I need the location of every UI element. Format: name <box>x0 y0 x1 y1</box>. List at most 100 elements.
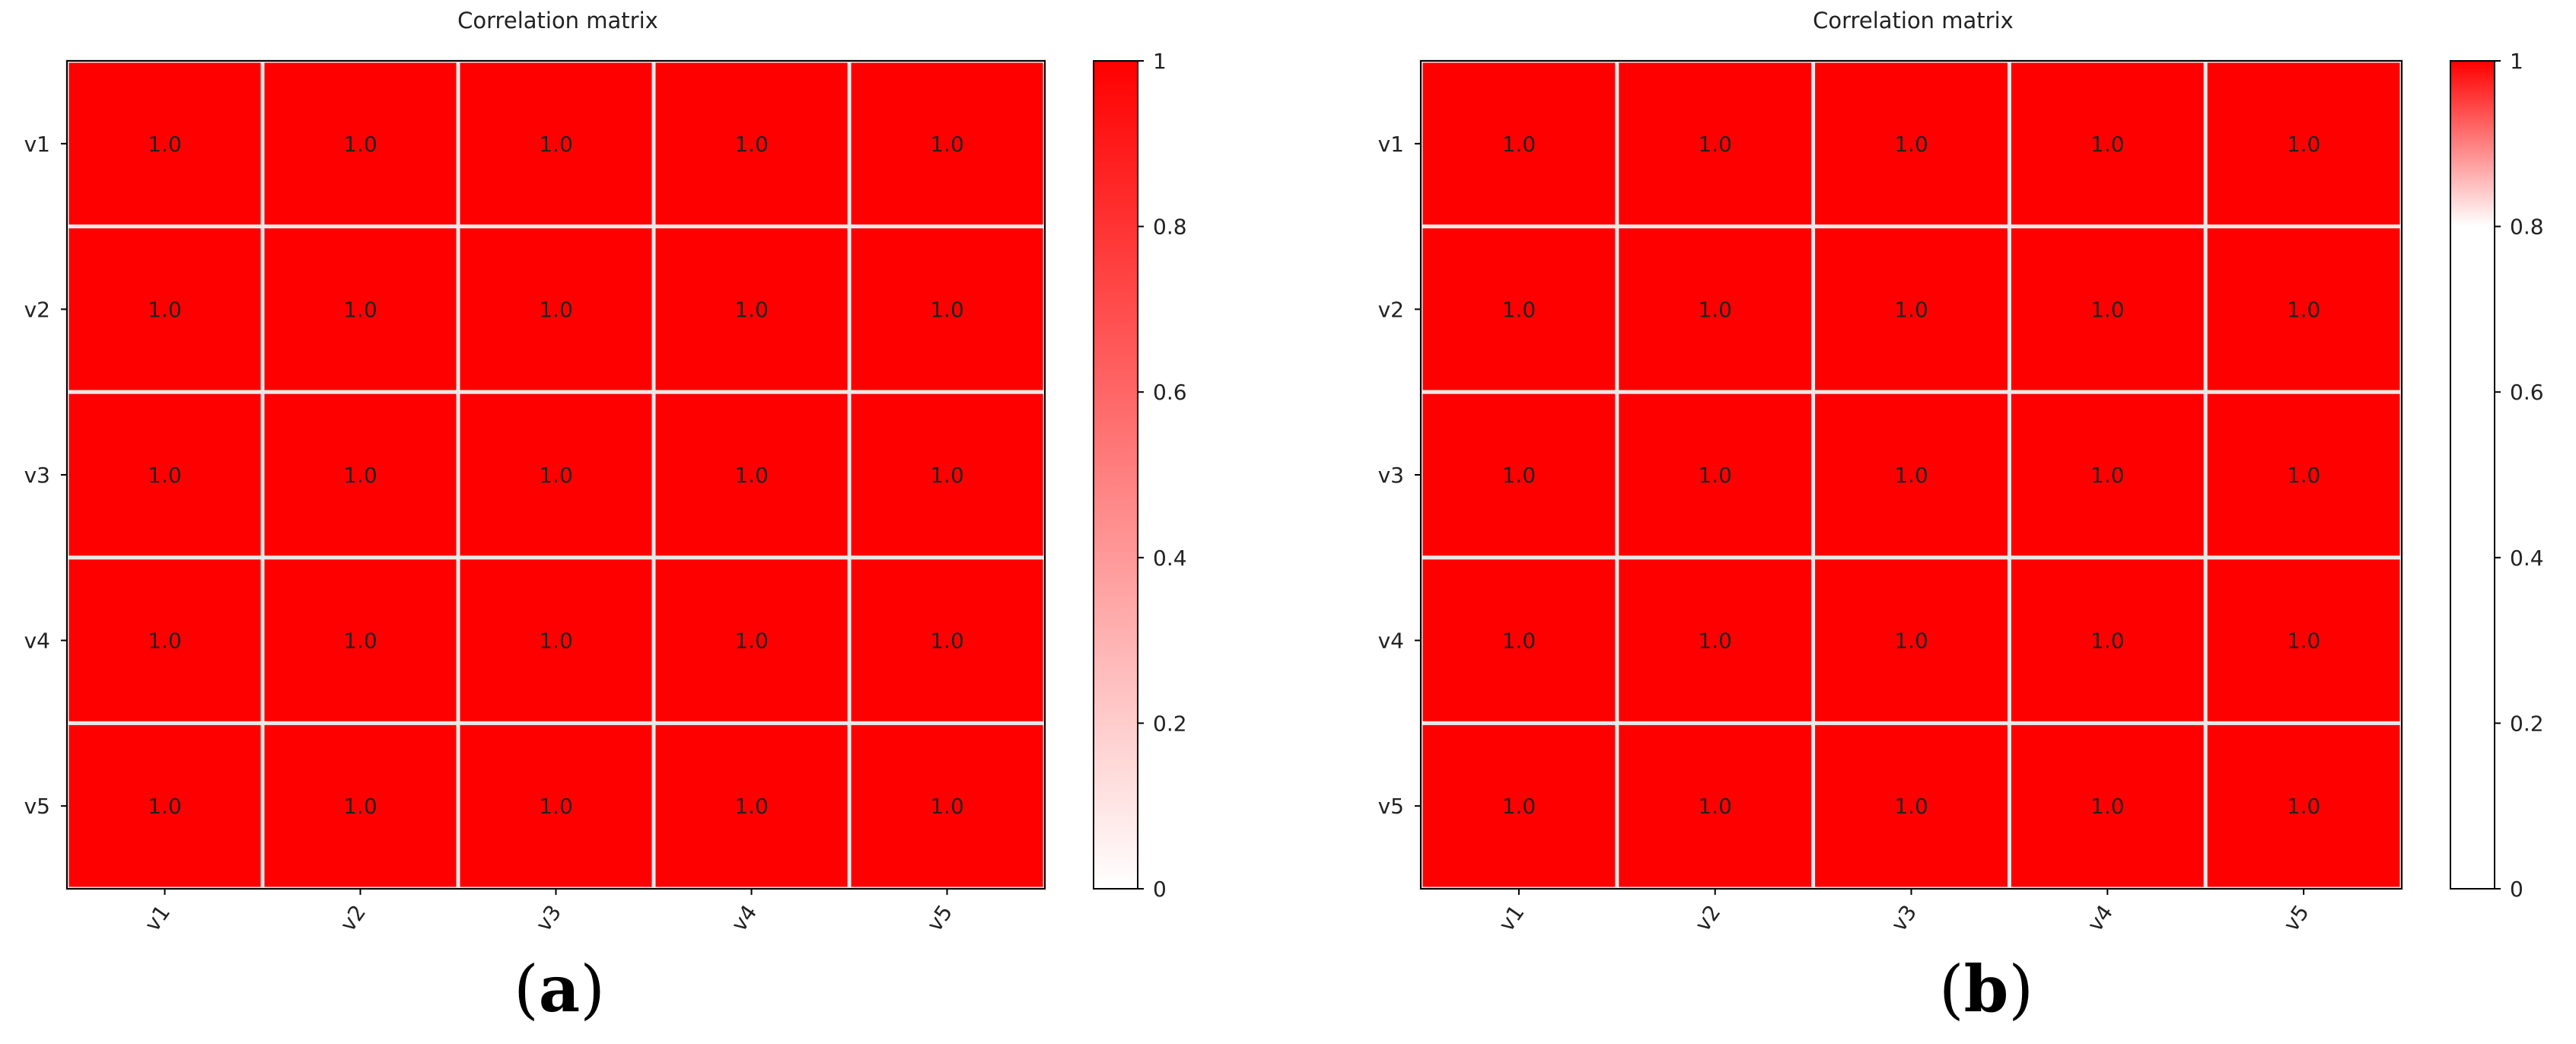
heatmap-cell-v2-v4 <box>2007 224 2208 394</box>
heatmap-cells: 1.0 1.0 1.0 1.0 1.0 1.0 1.0 1.0 1.0 1.0 1.0 1.0 1.0 1… <box>65 59 1047 891</box>
panel-label-open: ( <box>514 952 539 1026</box>
cell-value-label: 1.0 <box>2287 132 2321 157</box>
colorbar-ticks: 0 0.2 0.4 0.6 0.8 1 <box>1138 49 1187 902</box>
panel-label-close: ) <box>580 952 605 1026</box>
cell-value-label: 1.0 <box>1894 794 1928 819</box>
cell-value-label: 1.0 <box>148 132 182 157</box>
heatmap-cell-v5-v1 <box>1419 721 1619 891</box>
row-label-v5: v5 <box>24 794 50 819</box>
colorbar-tick-label: 0.2 <box>2510 711 2544 736</box>
chart-title: Correlation matrix <box>1813 8 2014 33</box>
heatmap-chart-b: Correlation matrix 1.0 1.0 1.0 1.0 1.0 1.0 1.0… <box>1378 8 2544 936</box>
heatmap-cell-v1-v1 <box>1419 59 1619 229</box>
colorbar-tick-label: 1 <box>1153 49 1167 74</box>
cell-value-label: 1.0 <box>148 297 182 322</box>
heatmap-cell-v5-v2 <box>260 721 460 891</box>
cell-value-label: 1.0 <box>1698 794 1732 819</box>
cell-value-label: 1.0 <box>343 629 377 654</box>
heatmap-cell-v2-v4 <box>651 224 852 394</box>
colorbar-tick-label: 0.4 <box>2510 546 2544 571</box>
column-labels: v1 v2 v3 v4 v5 <box>1494 889 2314 936</box>
heatmap-cell-v2-v3 <box>1811 224 2011 394</box>
colorbar-tick-label: 0.8 <box>1153 215 1187 240</box>
cell-value-label: 1.0 <box>2090 297 2125 322</box>
heatmap-cell-v3-v2 <box>260 390 460 560</box>
cell-value-label: 1.0 <box>930 297 964 322</box>
panel-label-b: (b) <box>1910 951 2062 1026</box>
heatmap-cell-v5-v2 <box>1615 721 1816 891</box>
panel-label-a: (a) <box>483 951 635 1026</box>
heatmap-cell-v3-v4 <box>2007 390 2208 560</box>
cell-value-label: 1.0 <box>734 794 769 819</box>
heatmap-cell-v2-v2 <box>1615 224 1816 394</box>
cell-value-label: 1.0 <box>2090 794 2125 819</box>
column-label-v5: v5 <box>922 900 957 936</box>
cell-value-label: 1.0 <box>343 297 377 322</box>
cell-value-label: 1.0 <box>1502 463 1536 488</box>
heatmap-cell-v5-v3 <box>456 721 656 891</box>
cell-value-label: 1.0 <box>734 463 769 488</box>
heatmap-cell-v5-v1 <box>65 721 265 891</box>
heatmap-cell-v3-v2 <box>1615 390 1816 560</box>
cell-value-label: 1.0 <box>1698 132 1732 157</box>
cell-value-label: 1.0 <box>1698 297 1732 322</box>
colorbar <box>2450 60 2495 890</box>
heatmap-cell-v5-v4 <box>2007 721 2208 891</box>
heatmap-cell-v5-v4 <box>651 721 852 891</box>
cell-value-label: 1.0 <box>343 463 377 488</box>
heatmap-cell-v1-v2 <box>1615 59 1816 229</box>
cell-value-label: 1.0 <box>2287 463 2321 488</box>
cell-value-label: 1.0 <box>2090 463 2125 488</box>
heatmap-cell-v1-v3 <box>1811 59 2011 229</box>
row-label-v3: v3 <box>1378 463 1404 488</box>
colorbar-tick-label: 0.4 <box>1153 546 1187 571</box>
cell-value-label: 1.0 <box>343 794 377 819</box>
heatmap-cell-v4-v4 <box>651 555 852 725</box>
colorbar-tick-label: 0 <box>2510 877 2523 902</box>
heatmap-cell-v1-v3 <box>456 59 656 229</box>
heatmap-cell-v1-v1 <box>65 59 265 229</box>
cell-value-label: 1.0 <box>2287 297 2321 322</box>
colorbar <box>1093 60 1138 890</box>
cell-value-label: 1.0 <box>734 629 769 654</box>
cell-value-label: 1.0 <box>343 132 377 157</box>
cell-value-label: 1.0 <box>148 629 182 654</box>
cell-value-label: 1.0 <box>930 629 964 654</box>
column-label-v1: v1 <box>139 900 175 936</box>
heatmap-cell-v3-v5 <box>847 390 1047 560</box>
colorbar-tick-label: 0.6 <box>2510 380 2544 405</box>
cell-value-label: 1.0 <box>930 463 964 488</box>
heatmap-cell-v3-v1 <box>1419 390 1619 560</box>
colorbar-ticks: 0 0.2 0.4 0.6 0.8 1 <box>2495 49 2544 902</box>
row-labels: v1 v2 v3 v4 v5 <box>1378 132 1421 819</box>
heatmap-cell-v4-v5 <box>2203 555 2404 725</box>
heatmap-cell-v4-v1 <box>1419 555 1619 725</box>
cell-value-label: 1.0 <box>539 132 573 157</box>
cell-value-label: 1.0 <box>2090 132 2125 157</box>
colorbar-tick-label: 0 <box>1153 877 1167 902</box>
row-label-v2: v2 <box>24 297 50 322</box>
cell-value-label: 1.0 <box>539 297 573 322</box>
column-labels: v1 v2 v3 v4 v5 <box>139 889 957 936</box>
cell-value-label: 1.0 <box>148 794 182 819</box>
cell-value-label: 1.0 <box>734 297 769 322</box>
heatmap-cell-v2-v5 <box>847 224 1047 394</box>
panel-label-close: ) <box>2008 952 2034 1026</box>
cell-value-label: 1.0 <box>539 794 573 819</box>
heatmap-cell-v4-v3 <box>456 555 656 725</box>
panel-label-letter: a <box>538 951 581 1026</box>
cell-value-label: 1.0 <box>1502 629 1536 654</box>
cell-value-label: 1.0 <box>148 463 182 488</box>
row-label-v1: v1 <box>1378 132 1404 157</box>
row-label-v4: v4 <box>24 629 50 654</box>
heatmap-cell-v4-v3 <box>1811 555 2011 725</box>
panel-label-open: ( <box>1938 952 1964 1026</box>
heatmap-cell-v4-v2 <box>260 555 460 725</box>
colorbar-tick-label: 1 <box>2510 49 2523 74</box>
cell-value-label: 1.0 <box>539 463 573 488</box>
cell-value-label: 1.0 <box>1894 132 1928 157</box>
column-label-v4: v4 <box>2082 900 2118 936</box>
heatmap-cell-v3-v3 <box>456 390 656 560</box>
column-label-v3: v3 <box>1886 900 1922 936</box>
